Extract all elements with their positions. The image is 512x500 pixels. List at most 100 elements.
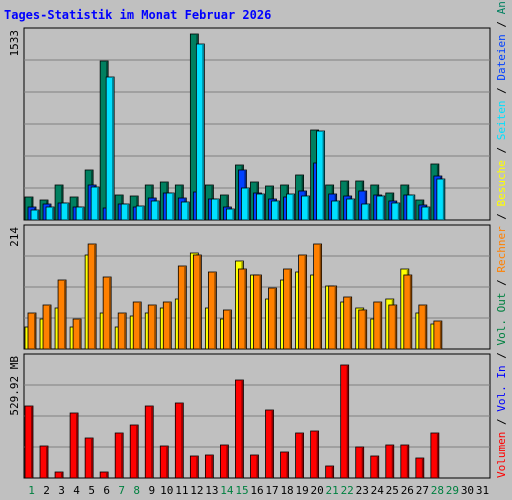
bar-shade [376,457,379,478]
legend-segment-2: Vol. In [495,365,508,411]
bar-volumen-day-1 [24,405,34,479]
bar-rechner-day-1 [27,312,37,350]
bar-volumen-day-4 [69,412,79,479]
bar-seiten-day-5 [90,186,100,221]
bar-rechner-day-17 [268,287,277,350]
day-label-25: 25 [386,484,399,497]
bar-shade [304,256,307,349]
bar-rechner-day-15 [238,268,247,350]
bar-shade [277,202,280,220]
bar-rechner-day-16 [253,274,262,350]
bar-shade [184,267,186,349]
bar-shade [94,245,96,349]
day-label-11: 11 [175,484,188,497]
bar-rechner-day-3 [57,279,67,350]
bar-volumen-day-16 [250,454,259,479]
bar-rechner-day-5 [87,243,97,350]
day-label-26: 26 [401,484,414,497]
bar-volumen-day-28 [430,432,440,479]
bar-shade [289,270,292,349]
bar-shade [97,188,99,220]
day-label-17: 17 [265,484,278,497]
legend-segment-6: Rechner [495,226,508,273]
bar-shade [202,45,204,220]
bar-shade [361,448,364,478]
bar-volumen-day-26 [400,444,410,479]
bar-shade [427,208,430,220]
bar-volumen-day-13 [204,454,214,479]
legend-segment-3: / [495,346,508,366]
bar-seiten-day-24 [376,195,386,221]
bar-shade [166,447,168,478]
bar-shade [391,446,394,478]
bar-shade [247,189,249,220]
bar-rechner-day-11 [177,265,187,350]
legend-segment-13: / [495,14,508,34]
bar-seiten-day-25 [391,202,401,221]
bar-seiten-day-28 [436,178,446,221]
bar-seiten-day-12 [195,43,205,221]
bar-shade [331,467,334,478]
day-label-10: 10 [160,484,173,497]
bar-rechner-day-19 [298,254,307,350]
legend-segment-14: Anfragen [495,0,508,14]
legend-segment-5: / [495,273,508,293]
panel-volume: 529.92 MB [8,353,491,479]
bar-seiten-day-17 [271,200,280,221]
bar-shade [226,446,228,478]
bar-seiten-day-20 [316,130,326,221]
bar-shade [424,306,427,349]
y-max-label: 1533 [8,30,21,57]
bar-seiten-day-9 [150,200,160,221]
bar-volumen-day-8 [129,424,139,479]
bar-shade [217,200,219,220]
bar-shade [319,245,322,349]
bar-rechner-day-21 [328,285,338,350]
bar-shade [337,202,340,220]
bar-volumen-day-24 [370,455,380,479]
bar-volumen-day-14 [220,444,229,479]
bar-shade [286,453,289,478]
bar-volumen-day-21 [325,465,335,479]
legend-segment-7: / [495,206,508,226]
bar-shade [232,210,234,220]
day-label-23: 23 [356,484,369,497]
bar-shade [322,132,325,220]
bar-shade [379,303,382,349]
bar-shade [67,204,69,220]
legend-segment-10: Seiten [495,100,508,140]
day-label-14: 14 [220,484,234,497]
panels: 1533 214 529.92 MB [8,27,491,479]
bar-shade [259,276,261,349]
bar-shade [127,205,129,220]
bar-shade [262,195,264,220]
bar-seiten-day-1 [30,209,40,221]
bar-shade [151,407,153,478]
day-label-4: 4 [73,484,80,497]
bar-shade [409,276,412,349]
day-label-22: 22 [341,484,354,497]
bar-shade [46,447,48,478]
legend-text: Volumen / Vol. In / Vol. Out / Rechner /… [495,0,508,478]
day-label-7: 7 [118,484,125,497]
day-label-19: 19 [295,484,308,497]
bar-shade [121,434,123,478]
bar-seiten-day-23 [361,203,371,221]
bar-shade [199,256,201,349]
bar-seiten-day-3 [60,202,70,221]
day-label-8: 8 [133,484,140,497]
bar-shade [382,197,385,220]
y-max-label: 214 [8,227,21,247]
bar-rechner-day-8 [132,301,142,350]
bar-shade [136,426,138,478]
bar-shade [349,298,352,349]
bar-seiten-day-14 [226,208,235,221]
bar-seiten-day-18 [286,193,295,221]
bar-seiten-day-16 [256,193,265,221]
bar-rechner-day-14 [223,309,232,350]
bar-seiten-day-13 [210,198,220,221]
bar-seiten-day-19 [301,195,310,221]
bar-shade [307,197,310,220]
bar-seiten-day-22 [346,198,356,221]
bar-volumen-day-15 [235,379,244,479]
